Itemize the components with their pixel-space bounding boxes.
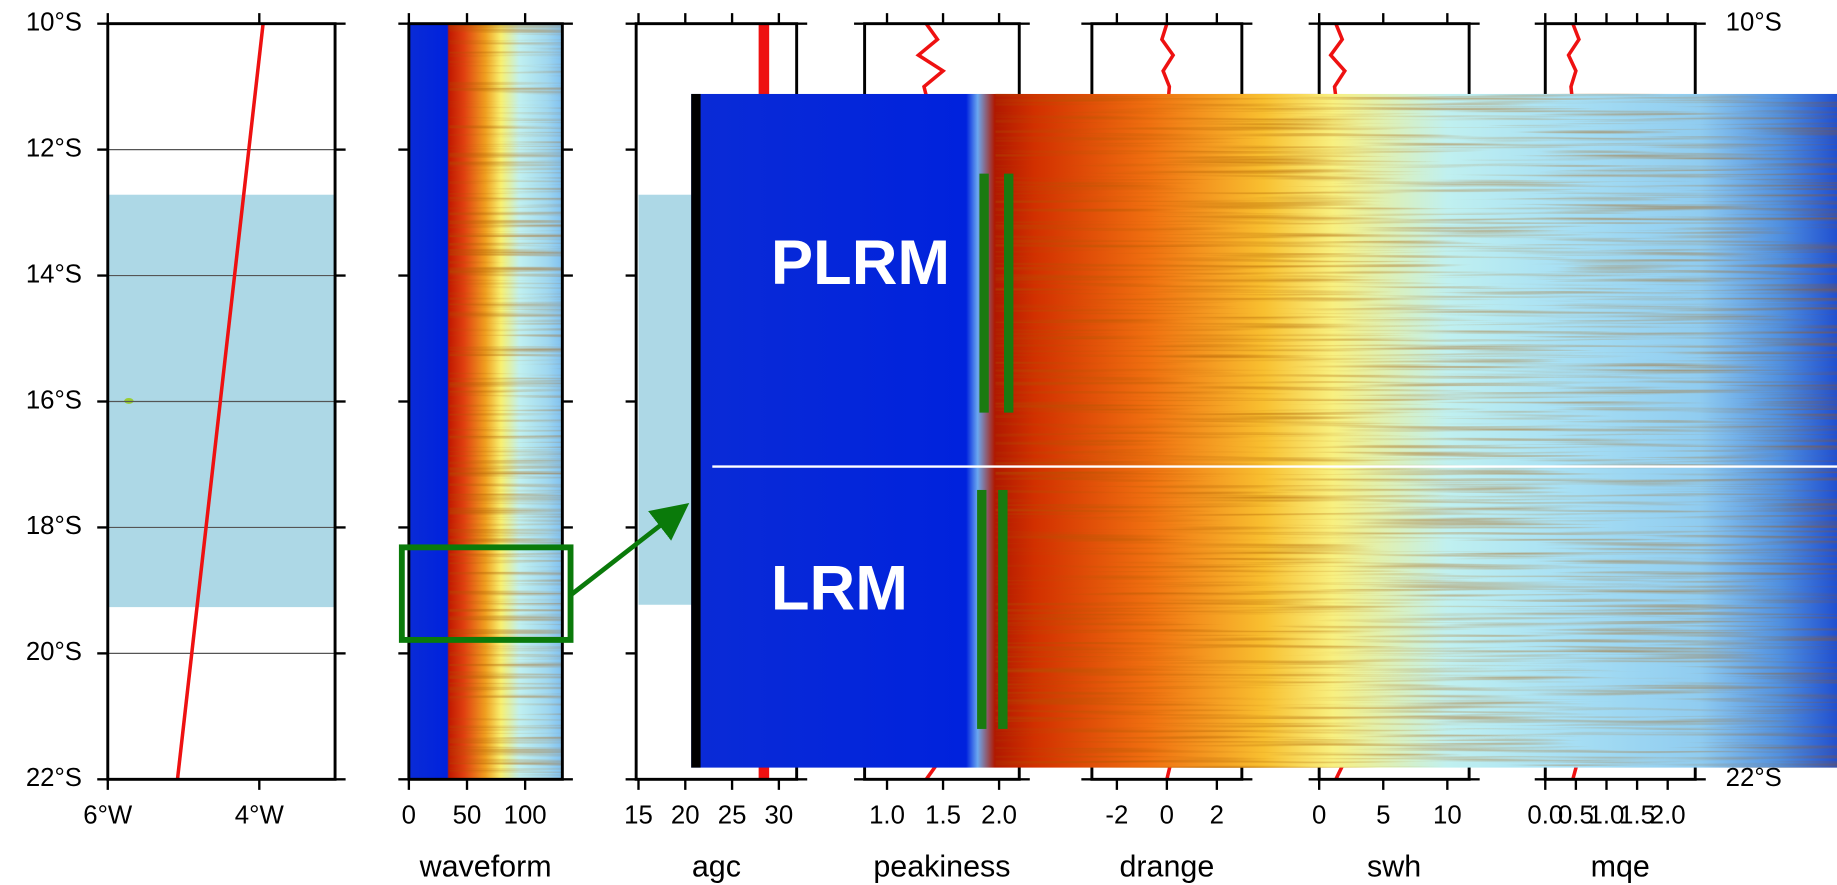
x-axis-label: mqe <box>1591 849 1650 883</box>
x-axis-label: drange <box>1119 849 1214 883</box>
x-tick-label: 5 <box>1376 802 1390 830</box>
x-axis-label: swh <box>1367 849 1421 883</box>
x-tick-label: 100 <box>504 802 547 830</box>
x-axis-label: peakiness <box>873 849 1010 883</box>
mode-label: PLRM <box>771 228 950 298</box>
x-tick-label: 4°W <box>235 802 285 830</box>
x-tick-label: 1.0 <box>1589 802 1625 830</box>
x-axis-label: agc <box>692 849 741 883</box>
inset-texture <box>995 93 1837 768</box>
x-tick-label: 0 <box>1160 802 1174 830</box>
mode-bar <box>1004 173 1014 413</box>
overlay: 10°S 22°S <box>1726 8 1782 792</box>
panel: 10°S 12°S 14°S 16°S 18°S 20°S 22°S6°W 4°W <box>26 8 346 830</box>
y-tick-label: 10°S <box>26 8 82 36</box>
y2-tick-label: 10°S <box>1726 8 1782 36</box>
x-tick-label: 0 <box>1312 802 1326 830</box>
x-tick-label: 0.0 <box>1527 802 1563 830</box>
ocean <box>638 194 695 605</box>
zoom-arrow <box>570 502 690 597</box>
waveform-texture <box>449 23 563 780</box>
x-tick-label: 1.5 <box>925 802 961 830</box>
panel: 0 50 100 waveform <box>398 13 573 883</box>
x-tick-label: 2.0 <box>981 802 1017 830</box>
x-tick-label: 15 <box>624 802 653 830</box>
mode-bar <box>977 489 987 729</box>
x-tick-label: 50 <box>453 802 482 830</box>
x-tick-label: 2.0 <box>1650 802 1686 830</box>
x-tick-label: 0 <box>402 802 416 830</box>
x-tick-label: 20 <box>671 802 700 830</box>
x-axis-label: waveform <box>419 849 552 883</box>
trace <box>175 23 265 780</box>
y-tick-label: 12°S <box>26 134 82 162</box>
x-tick-label: 1.0 <box>869 802 905 830</box>
y-tick-label: 16°S <box>26 386 82 414</box>
y-tick-label: 22°S <box>26 764 82 792</box>
mode-label: LRM <box>771 554 908 624</box>
x-tick-label: -2 <box>1105 802 1128 830</box>
zoom-marker <box>398 502 690 643</box>
x-tick-label: 10 <box>1433 802 1462 830</box>
x-tick-label: 30 <box>765 802 794 830</box>
inset-edge <box>691 93 701 768</box>
x-tick-label: 0.5 <box>1558 802 1594 830</box>
y-tick-label: 14°S <box>26 260 82 288</box>
x-tick-label: 6°W <box>83 802 133 830</box>
mode-bar <box>979 173 989 413</box>
y-tick-label: 18°S <box>26 512 82 540</box>
x-tick-label: 2 <box>1210 802 1224 830</box>
zoom-box <box>398 544 574 643</box>
mode-bar <box>998 489 1008 729</box>
y2-tick-label: 22°S <box>1726 764 1782 792</box>
x-tick-label: 1.5 <box>1619 802 1655 830</box>
x-tick-label: 25 <box>718 802 747 830</box>
inset: PLRM LRM <box>691 93 1837 768</box>
y-tick-label: 20°S <box>26 638 82 666</box>
